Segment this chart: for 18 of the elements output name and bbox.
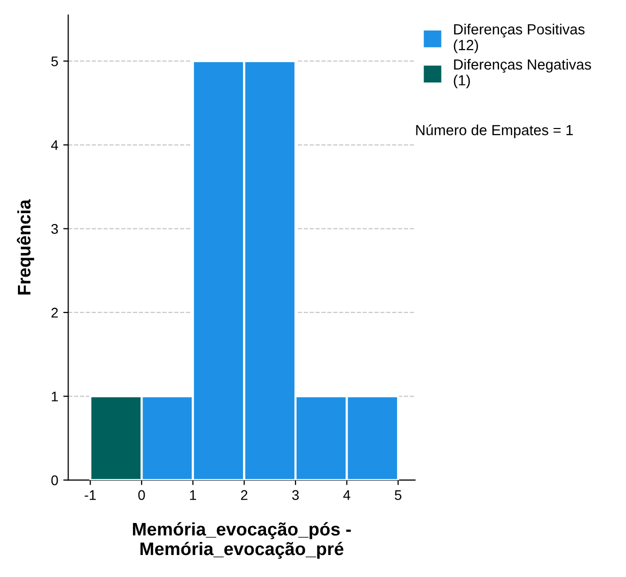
y-tick-label: 0 [51, 475, 58, 486]
x-tick-label: 0 [138, 490, 145, 500]
legend-label: Diferenças Positivas (12) [454, 24, 585, 54]
x-tick-label: 3 [292, 490, 299, 500]
y-tick-label: 4 [51, 140, 58, 150]
legend-label: Diferenças Negativas (1) [454, 58, 592, 88]
x-tick-label: 2 [241, 490, 248, 500]
y-tick-label: 3 [51, 224, 58, 234]
y-tick-label: 2 [51, 308, 58, 318]
x-axis-title: Memória_evocação_pós - Memória_evocação_pré [132, 522, 351, 559]
x-tick-label: 5 [394, 490, 402, 500]
y-tick-label: 5 [51, 56, 58, 66]
x-tick-label: 4 [343, 490, 350, 500]
x-tick-label: 1 [190, 490, 196, 500]
x-tick-label: -1 [84, 490, 96, 500]
text: Número de Empates = 1 [416, 124, 573, 138]
y-tick-label: 1 [52, 392, 58, 402]
y-axis-title: Frequência [16, 199, 34, 294]
